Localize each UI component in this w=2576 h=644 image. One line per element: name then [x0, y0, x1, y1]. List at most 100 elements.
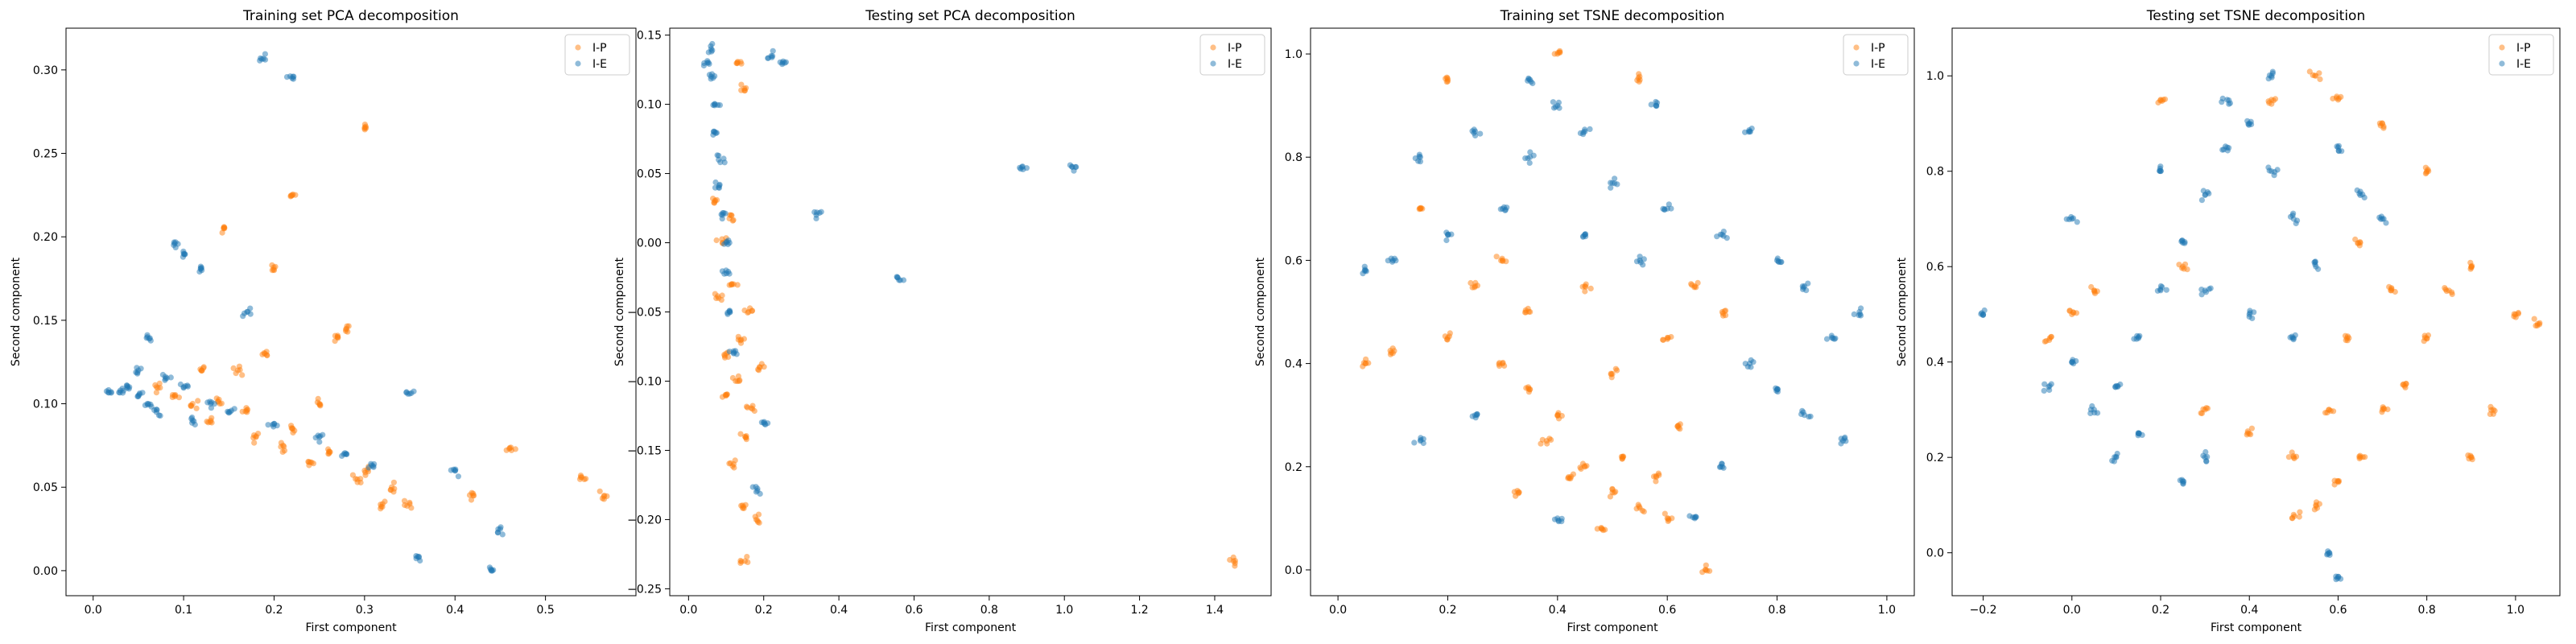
point-i-e	[204, 399, 211, 406]
point-i-e	[1067, 162, 1073, 168]
point-i-p	[1587, 285, 1594, 291]
y-tick-label: 0.00	[33, 565, 58, 578]
point-i-e	[162, 377, 168, 383]
point-i-e	[155, 412, 163, 419]
point-i-e	[720, 210, 726, 217]
scatter-points	[1360, 47, 1864, 576]
x-tick-label: 0.4	[1549, 604, 1567, 617]
point-i-e	[2339, 148, 2345, 155]
point-i-e	[2157, 167, 2163, 174]
point-i-e	[1668, 205, 1674, 212]
point-i-e	[1416, 151, 1422, 158]
y-tick-label: 0.8	[1285, 151, 1302, 164]
point-i-e	[2136, 430, 2142, 436]
point-i-e	[900, 277, 907, 283]
point-i-e	[2219, 95, 2226, 101]
point-i-p	[2311, 506, 2318, 513]
legend-marker-i-p	[1853, 44, 1860, 51]
point-i-p	[2312, 72, 2318, 79]
point-i-e	[1504, 204, 1510, 211]
point-i-p	[2306, 68, 2313, 75]
point-i-p	[1468, 279, 1474, 287]
point-i-e	[208, 405, 214, 411]
point-i-p	[1695, 279, 1701, 286]
point-i-p	[744, 554, 750, 560]
point-i-p	[2203, 405, 2210, 411]
point-i-p	[583, 476, 589, 482]
point-i-p	[738, 559, 745, 565]
point-i-p	[218, 400, 225, 407]
point-i-e	[1550, 99, 1556, 105]
point-i-e	[1742, 129, 1748, 135]
legend: I-P I-E	[1843, 34, 1909, 76]
point-i-e	[1660, 205, 1666, 212]
plot-frame	[65, 27, 637, 597]
point-i-e	[713, 130, 720, 136]
point-i-e	[1633, 258, 1641, 265]
point-i-p	[2297, 509, 2303, 515]
point-i-p	[259, 351, 266, 357]
point-i-p	[1447, 330, 1453, 336]
point-i-e	[403, 390, 410, 396]
y-tick-label: 0.2	[1285, 461, 1302, 474]
point-i-p	[1639, 507, 1645, 514]
point-i-p	[1472, 279, 1479, 286]
point-i-e	[700, 62, 708, 69]
point-i-e	[1471, 126, 1477, 133]
point-i-p	[2379, 409, 2385, 415]
x-tick-label: 0.4	[2240, 604, 2258, 617]
x-tick-label: 0.8	[980, 604, 998, 617]
point-i-e	[2136, 334, 2142, 341]
point-i-p	[1594, 526, 1600, 532]
point-i-p	[756, 519, 762, 526]
point-i-p	[2468, 263, 2475, 270]
point-i-p	[404, 502, 411, 510]
scatter-points	[1978, 68, 2543, 583]
point-i-p	[1443, 74, 1450, 80]
point-i-e	[2268, 74, 2275, 80]
point-i-p	[188, 403, 194, 410]
point-i-e	[1556, 105, 1563, 111]
point-i-p	[1444, 336, 1451, 343]
chart-panel-2: Testing set PCA decomposition 0.0 0.2 0.4 0.…	[613, 8, 1272, 634]
point-i-e	[2289, 212, 2296, 219]
point-i-e	[312, 435, 319, 441]
point-i-p	[2384, 406, 2391, 413]
point-i-e	[2244, 118, 2251, 124]
point-i-p	[1493, 254, 1500, 260]
point-i-p	[1650, 473, 1657, 480]
point-i-p	[390, 479, 397, 485]
point-i-e	[180, 254, 186, 260]
point-i-e	[495, 526, 502, 532]
point-i-e	[1361, 263, 1368, 270]
point-i-e	[716, 102, 724, 109]
point-i-p	[2181, 266, 2187, 272]
point-i-e	[1724, 235, 1730, 242]
legend-label: I-E	[1228, 58, 1242, 71]
point-i-p	[2362, 454, 2368, 460]
point-i-e	[818, 208, 824, 215]
point-i-e	[2163, 287, 2169, 293]
point-i-e	[2380, 216, 2387, 222]
chart-panel-4: Testing set TSNE decomposition −0.2 0.0 0.2…	[1896, 8, 2561, 634]
point-i-e	[1978, 311, 1984, 317]
point-i-p	[1653, 478, 1659, 485]
point-i-e	[2266, 167, 2273, 174]
x-tick-label: 0.3	[356, 604, 374, 617]
point-i-p	[1496, 360, 1503, 366]
point-i-e	[2335, 142, 2342, 149]
point-i-e	[1526, 159, 1533, 166]
point-i-e	[2315, 266, 2322, 272]
point-i-e	[283, 74, 291, 80]
point-i-p	[1515, 490, 1521, 497]
point-i-e	[265, 422, 271, 428]
point-i-p	[2356, 453, 2363, 460]
point-i-e	[2177, 477, 2183, 484]
point-i-p	[733, 60, 740, 67]
point-i-e	[147, 401, 154, 408]
x-tick-label: 0.4	[446, 604, 464, 617]
chart-title: Testing set TSNE decomposition	[2146, 8, 2366, 24]
point-i-e	[710, 75, 716, 81]
point-i-p	[208, 415, 215, 421]
point-i-e	[2182, 240, 2188, 246]
